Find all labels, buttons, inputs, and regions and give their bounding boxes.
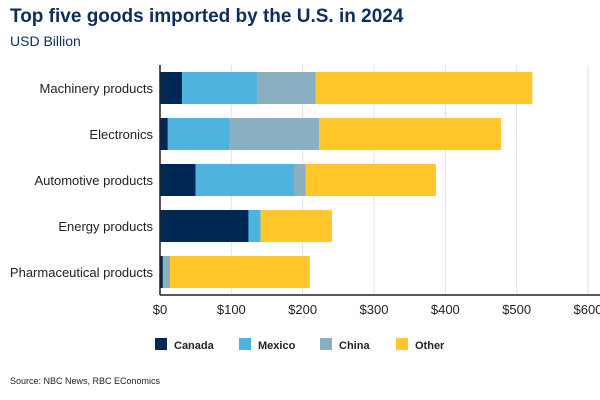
chart-source: Source: NBC News, RBC EConomics bbox=[10, 376, 161, 386]
bar-canada bbox=[160, 256, 163, 288]
legend-swatch-other bbox=[396, 338, 408, 350]
y-tick-label: Energy products bbox=[58, 219, 153, 234]
y-tick-label: Automotive products bbox=[34, 173, 153, 188]
bar-canada bbox=[160, 164, 196, 196]
bar-mexico bbox=[167, 118, 230, 150]
bar-china bbox=[257, 72, 316, 104]
legend-swatch-canada bbox=[155, 338, 167, 350]
x-tick-label: $400 bbox=[431, 302, 460, 317]
chart-title: Top five goods imported by the U.S. in 2… bbox=[10, 6, 404, 27]
bar-china bbox=[162, 256, 170, 288]
bar-other bbox=[169, 256, 310, 288]
chart-subtitle: USD Billion bbox=[10, 33, 81, 49]
legend-label-mexico: Mexico bbox=[258, 340, 296, 352]
legend-swatch-china bbox=[320, 338, 332, 350]
x-tick-label: $500 bbox=[502, 302, 531, 317]
bar-china bbox=[229, 118, 320, 150]
x-tick-label: $200 bbox=[288, 302, 317, 317]
bar-other bbox=[319, 118, 501, 150]
bar-mexico bbox=[195, 164, 295, 196]
bar-canada bbox=[160, 72, 183, 104]
bar-canada bbox=[160, 210, 249, 242]
y-tick-label: Machinery products bbox=[40, 81, 154, 96]
bar-other bbox=[260, 210, 332, 242]
bar-mexico bbox=[248, 210, 261, 242]
legend-swatch-mexico bbox=[239, 338, 251, 350]
y-tick-label: Pharmaceutical products bbox=[10, 265, 154, 280]
x-tick-label: $600 bbox=[574, 302, 600, 317]
bar-other bbox=[305, 164, 437, 196]
bar-mexico bbox=[182, 72, 258, 104]
bar-canada bbox=[160, 118, 168, 150]
x-tick-label: $0 bbox=[153, 302, 167, 317]
legend-label-canada: Canada bbox=[174, 340, 215, 352]
bar-china bbox=[294, 164, 306, 196]
x-tick-label: $100 bbox=[217, 302, 246, 317]
bar-other bbox=[315, 72, 533, 104]
x-tick-label: $300 bbox=[360, 302, 389, 317]
legend-label-other: Other bbox=[415, 340, 445, 352]
legend-label-china: China bbox=[339, 340, 370, 352]
y-tick-label: Electronics bbox=[89, 127, 153, 142]
